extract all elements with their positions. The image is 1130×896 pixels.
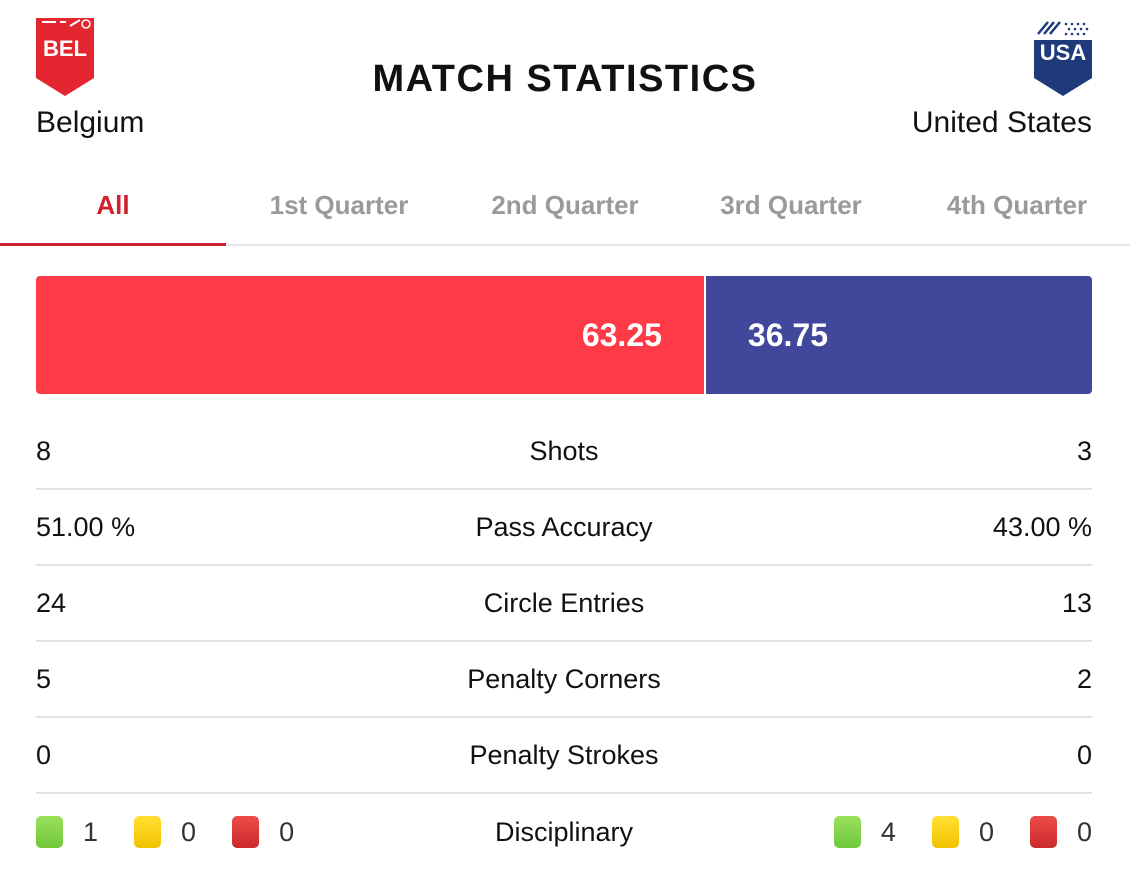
page-title: MATCH STATISTICS	[372, 58, 758, 100]
stat-home-value: 24	[36, 587, 67, 618]
stat-row-disciplinary: 1 0 0 Disciplinary 4 0 0	[36, 794, 1092, 870]
belgium-flag-icon: BEL	[36, 18, 94, 96]
yellow-card-icon	[931, 816, 959, 848]
possession-away: 36.75	[705, 276, 1092, 394]
stat-label: Shots	[529, 435, 599, 466]
tab-3rd-quarter[interactable]: 3rd Quarter	[720, 190, 862, 220]
away-cards: 4 0 0	[833, 816, 1092, 848]
stat-home-value: 0	[36, 739, 52, 770]
home-team-name: Belgium	[36, 106, 145, 139]
match-header: BEL Belgium MATCH STATISTICS USA United …	[0, 0, 1130, 160]
stat-label: Penalty Corners	[467, 663, 661, 694]
tab-all[interactable]: All	[0, 168, 226, 246]
green-card-icon	[36, 816, 63, 848]
usa-flag-icon: USA	[1034, 18, 1092, 96]
stat-label: Circle Entries	[483, 587, 645, 618]
home-code: BEL	[43, 36, 87, 61]
period-tabs: All 1st Quarter 2nd Quarter 3rd Quarter …	[0, 168, 1130, 246]
home-cards: 1 0 0	[36, 816, 294, 848]
green-card-icon	[833, 816, 861, 848]
stat-label: Penalty Strokes	[469, 739, 659, 770]
possession-home: 63.25	[36, 276, 704, 394]
away-red-count: 0	[1076, 816, 1092, 847]
stat-label: Pass Accuracy	[475, 511, 653, 542]
possession-bar: 63.25 36.75	[36, 276, 1092, 394]
home-team: BEL Belgium	[36, 18, 144, 140]
possession-divider	[703, 276, 706, 394]
red-card-icon	[1029, 816, 1057, 848]
stat-away-value: 43.00 %	[992, 511, 1092, 542]
tab-1st-quarter[interactable]: 1st Quarter	[269, 190, 409, 220]
stat-home-value: 5	[36, 663, 52, 694]
stat-row-shots: 8 Shots 3	[36, 414, 1092, 490]
stat-row-circle-entries: 24 Circle Entries 13	[36, 566, 1092, 642]
stat-row-pass-accuracy: 51.00 % Pass Accuracy 43.00 %	[36, 490, 1092, 566]
home-yellow-count: 0	[181, 816, 197, 847]
stat-away-value: 2	[1076, 663, 1092, 694]
stat-away-value: 3	[1076, 435, 1092, 466]
stat-row-penalty-corners: 5 Penalty Corners 2	[36, 642, 1092, 718]
tab-4th-quarter[interactable]: 4th Quarter	[946, 190, 1088, 220]
stat-home-value: 51.00 %	[36, 511, 136, 542]
stats-table: 8 Shots 3 51.00 % Pass Accuracy 43.00 % …	[36, 414, 1092, 870]
away-code: USA	[1040, 40, 1087, 65]
stat-row-penalty-strokes: 0 Penalty Strokes 0	[36, 718, 1092, 794]
away-yellow-count: 0	[978, 816, 994, 847]
stat-away-value: 13	[1061, 587, 1092, 618]
yellow-card-icon	[134, 816, 162, 848]
home-red-count: 0	[279, 816, 295, 847]
stat-away-value: 0	[1076, 739, 1092, 770]
stat-home-value: 8	[36, 435, 52, 466]
away-team: USA United States	[912, 18, 1092, 140]
away-team-name: United States	[911, 106, 1092, 139]
red-card-icon	[232, 816, 260, 848]
away-green-count: 4	[880, 816, 896, 847]
home-green-count: 1	[83, 816, 99, 847]
tab-2nd-quarter[interactable]: 2nd Quarter	[491, 190, 639, 220]
